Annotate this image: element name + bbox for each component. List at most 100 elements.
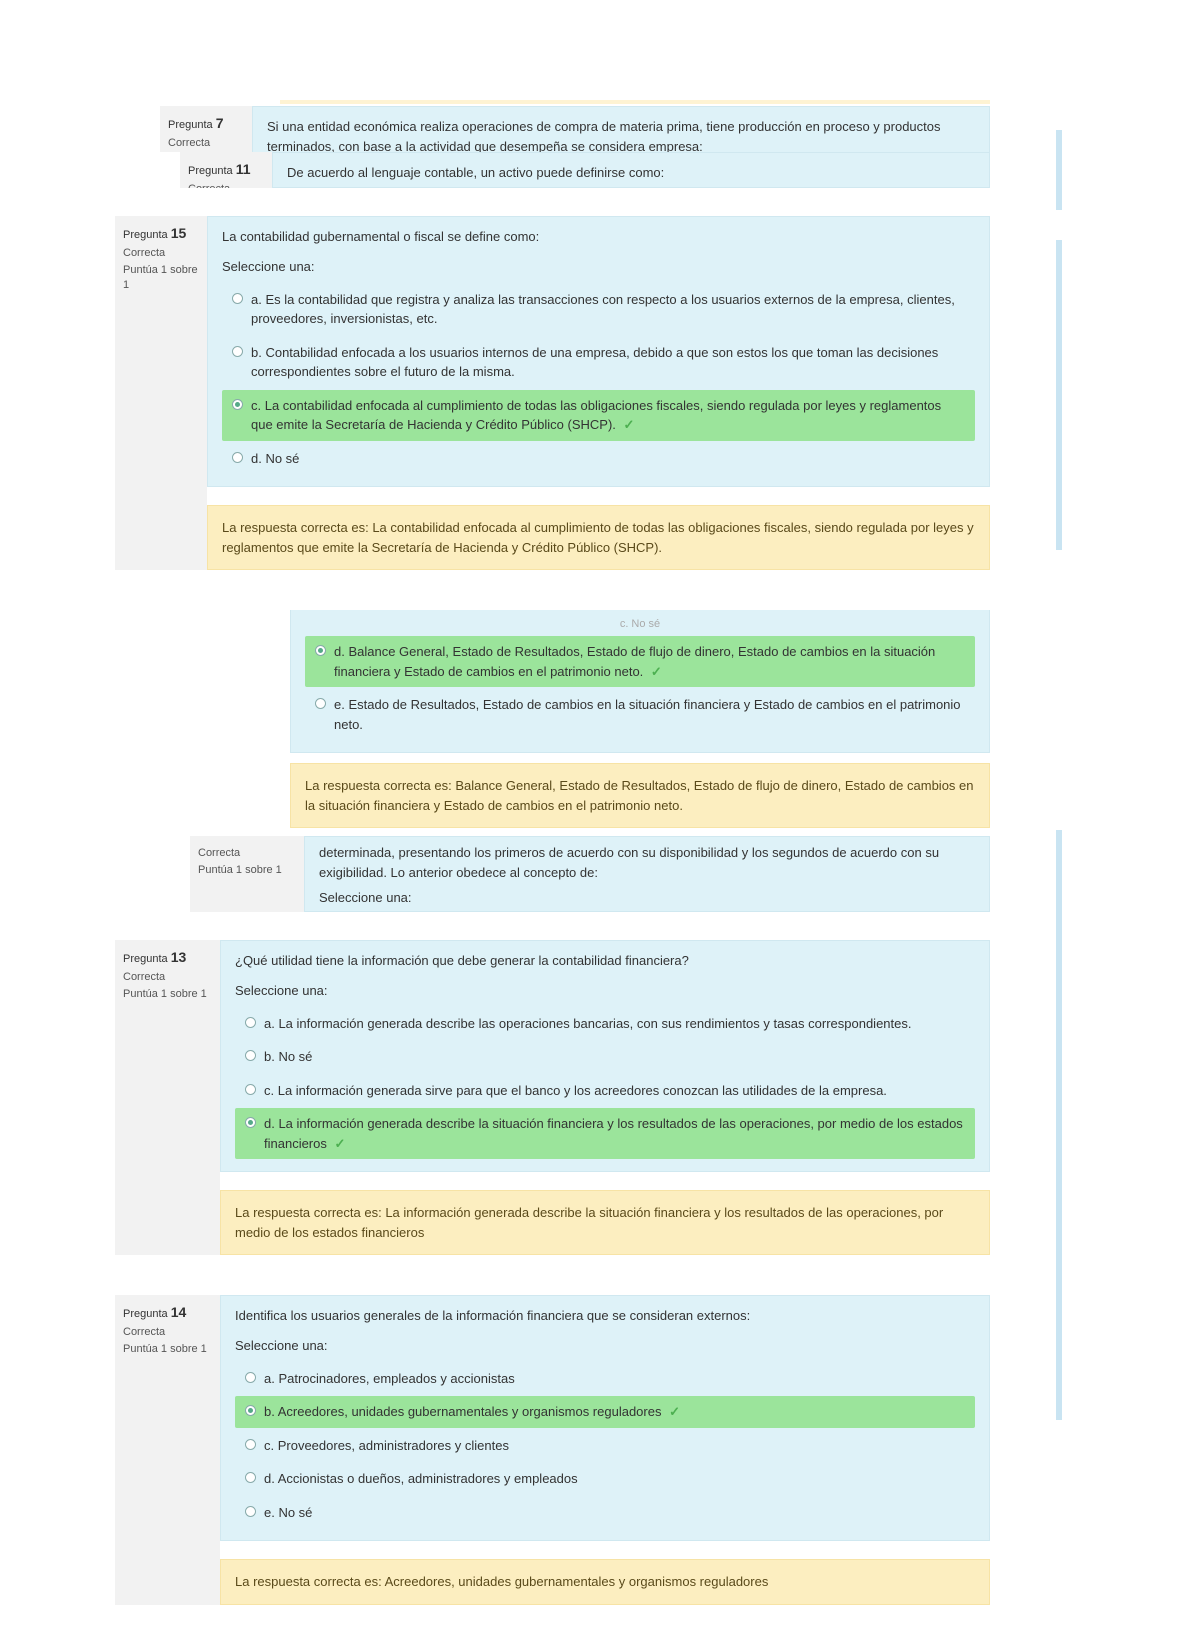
question-text: Identifica los usuarios generales de la … xyxy=(221,1296,989,1336)
question-state: Correcta xyxy=(123,1325,212,1340)
answer-option-a[interactable]: a. Es la contabilidad que registra y ana… xyxy=(222,284,975,335)
question-content: determinada, presentando los primeros de… xyxy=(304,836,990,912)
answer-block: a. Patrocinadores, empleados y accionist… xyxy=(221,1363,989,1541)
answer-text: e. No sé xyxy=(264,1503,965,1523)
answer-block: c. No sé d. Balance General, Estado de R… xyxy=(291,610,989,752)
answer-option-a[interactable]: a. Patrocinadores, empleados y accionist… xyxy=(235,1363,975,1395)
question-text: Si una entidad económica realiza operaci… xyxy=(253,107,989,152)
radio-icon[interactable] xyxy=(245,1372,256,1383)
radio-icon[interactable] xyxy=(315,645,326,656)
answer-option-d[interactable]: d. Balance General, Estado de Resultados… xyxy=(305,636,975,687)
question-14: Pregunta 14 Correcta Puntúa 1 sobre 1 Id… xyxy=(115,1295,990,1605)
answer-text: b. Acreedores, unidades gubernamentales … xyxy=(264,1402,965,1422)
question-state: Correcta xyxy=(168,136,244,151)
answer-text: c. La información generada sirve para qu… xyxy=(264,1081,965,1101)
question-text: determinada, presentando los primeros de… xyxy=(305,837,989,888)
question-number: 13 xyxy=(171,949,187,965)
feedback-box: La respuesta correcta es: Balance Genera… xyxy=(290,763,990,828)
answer-option-b[interactable]: b. Contabilidad enfocada a los usuarios … xyxy=(222,337,975,388)
question-info: Pregunta 11 Correcta xyxy=(180,152,272,188)
question-text: De acuerdo al lenguaje contable, un acti… xyxy=(273,153,989,188)
check-icon: ✓ xyxy=(335,1136,346,1151)
question-content: Si una entidad económica realiza operaci… xyxy=(252,106,990,152)
answer-option-c[interactable]: c. La contabilidad enfocada al cumplimie… xyxy=(222,390,975,441)
question-info: Pregunta 15 Correcta Puntúa 1 sobre 1 xyxy=(115,216,207,570)
answer-option-b[interactable]: b. Acreedores, unidades gubernamentales … xyxy=(235,1396,975,1428)
question-content: La contabilidad gubernamental o fiscal s… xyxy=(207,216,990,487)
question-content: ¿Qué utilidad tiene la información que d… xyxy=(220,940,990,1172)
question-13: Pregunta 13 Correcta Puntúa 1 sobre 1 ¿Q… xyxy=(115,940,990,1255)
answer-text: d. Balance General, Estado de Resultados… xyxy=(334,642,965,681)
select-prompt: Seleccione una: xyxy=(305,888,989,911)
question-info: Pregunta 7 Correcta Puntúa 1 sobre 1 xyxy=(160,106,252,152)
answer-option-d[interactable]: d. No sé xyxy=(222,443,975,475)
question-state: Correcta xyxy=(188,182,264,188)
radio-icon[interactable] xyxy=(245,1405,256,1416)
question-content: De acuerdo al lenguaje contable, un acti… xyxy=(272,152,990,188)
answer-option-d[interactable]: d. Accionistas o dueños, administradores… xyxy=(235,1463,975,1495)
question-15: Pregunta 15 Correcta Puntúa 1 sobre 1 La… xyxy=(115,216,990,570)
answer-option-b[interactable]: b. No sé xyxy=(235,1041,975,1073)
question-label: Pregunta xyxy=(123,1308,168,1320)
select-prompt: Seleccione una: xyxy=(221,1336,989,1361)
question-7: Pregunta 7 Correcta Puntúa 1 sobre 1 Si … xyxy=(160,106,990,152)
question-state: Correcta xyxy=(123,970,212,985)
answer-block: a. La información generada describe las … xyxy=(221,1008,989,1172)
question-grade: Puntúa 1 sobre 1 xyxy=(123,1342,212,1357)
answer-text: c. La contabilidad enfocada al cumplimie… xyxy=(251,396,965,435)
question-grade: Puntúa 1 sobre 1 xyxy=(123,263,199,294)
question-info: Correcta Puntúa 1 sobre 1 xyxy=(190,836,304,912)
answer-text: a. Es la contabilidad que registra y ana… xyxy=(251,290,965,329)
answer-text: d. No sé xyxy=(251,449,965,469)
question-number: 15 xyxy=(171,225,187,241)
answer-option-c[interactable]: c. La información generada sirve para qu… xyxy=(235,1075,975,1107)
radio-icon[interactable] xyxy=(245,1050,256,1061)
question-fragment: c. No sé d. Balance General, Estado de R… xyxy=(290,610,990,828)
radio-icon[interactable] xyxy=(245,1472,256,1483)
answer-text: d. Accionistas o dueños, administradores… xyxy=(264,1469,965,1489)
answer-option-a[interactable]: a. La información generada describe las … xyxy=(235,1008,975,1040)
question-number: 7 xyxy=(216,115,224,131)
question-number: 14 xyxy=(171,1304,187,1320)
radio-icon[interactable] xyxy=(232,399,243,410)
answer-text: a. La información generada describe las … xyxy=(264,1014,965,1034)
answer-block: a. Es la contabilidad que registra y ana… xyxy=(208,284,989,487)
page: Pregunta 7 Correcta Puntúa 1 sobre 1 Si … xyxy=(0,0,1200,1645)
select-prompt: Seleccione una: xyxy=(208,257,989,282)
select-prompt: Seleccione una: xyxy=(221,981,989,1006)
answer-text: c. Proveedores, administradores y client… xyxy=(264,1436,965,1456)
answer-option-c[interactable]: c. Proveedores, administradores y client… xyxy=(235,1430,975,1462)
feedback-box: La respuesta correcta es: La contabilida… xyxy=(207,505,990,570)
decorative-stripe xyxy=(1056,130,1062,210)
answer-option-e[interactable]: e. Estado de Resultados, Estado de cambi… xyxy=(305,689,975,740)
check-icon: ✓ xyxy=(624,417,635,432)
answer-option-d[interactable]: d. La información generada describe la s… xyxy=(235,1108,975,1159)
question-text: La contabilidad gubernamental o fiscal s… xyxy=(208,217,989,257)
feedback-prefix: La respuesta correcta es: xyxy=(235,1205,382,1220)
radio-icon[interactable] xyxy=(245,1439,256,1450)
question-number: 11 xyxy=(236,161,251,177)
radio-icon[interactable] xyxy=(232,346,243,357)
question-state: Correcta xyxy=(198,846,296,861)
question-fragment-2: Correcta Puntúa 1 sobre 1 determinada, p… xyxy=(190,836,990,912)
answer-option-e[interactable]: e. No sé xyxy=(235,1497,975,1529)
radio-icon[interactable] xyxy=(232,293,243,304)
question-content: Identifica los usuarios generales de la … xyxy=(220,1295,990,1541)
feedback-text: Acreedores, unidades gubernamentales y o… xyxy=(385,1574,769,1589)
radio-icon[interactable] xyxy=(245,1117,256,1128)
answer-text: d. La información generada describe la s… xyxy=(264,1114,965,1153)
answer-text: e. Estado de Resultados, Estado de cambi… xyxy=(334,695,965,734)
separator xyxy=(280,100,990,104)
radio-icon[interactable] xyxy=(245,1506,256,1517)
partial-text: c. No sé xyxy=(305,616,975,634)
question-grade: Puntúa 1 sobre 1 xyxy=(198,863,296,878)
radio-icon[interactable] xyxy=(245,1084,256,1095)
question-text: ¿Qué utilidad tiene la información que d… xyxy=(221,941,989,981)
decorative-stripe xyxy=(1056,240,1062,550)
feedback-box: La respuesta correcta es: Acreedores, un… xyxy=(220,1559,990,1605)
radio-icon[interactable] xyxy=(232,452,243,463)
radio-icon[interactable] xyxy=(245,1017,256,1028)
feedback-prefix: La respuesta correcta es: xyxy=(305,778,452,793)
radio-icon[interactable] xyxy=(315,698,326,709)
question-label: Pregunta xyxy=(188,165,233,177)
